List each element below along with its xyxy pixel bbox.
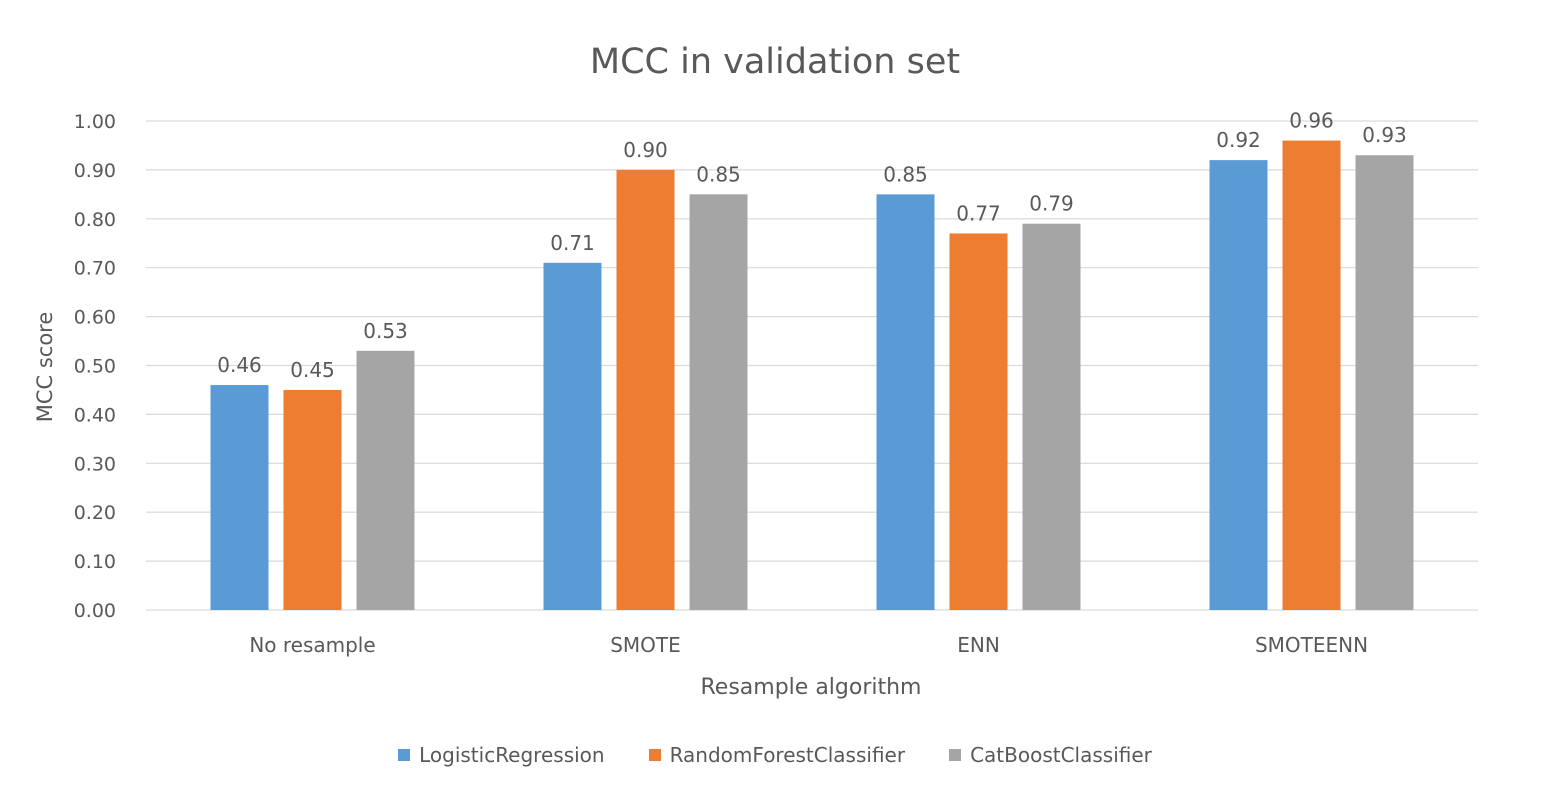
legend-item: RandomForestClassifier [648, 743, 906, 767]
legend-swatch [648, 749, 661, 761]
bar [949, 233, 1008, 610]
bar [1282, 140, 1341, 610]
y-tick-label: 0.70 [74, 258, 116, 280]
y-tick-label: 0.40 [74, 404, 116, 426]
chart-title: MCC in validation set [589, 42, 961, 82]
data-label: 0.45 [290, 358, 335, 382]
data-label: 0.96 [1289, 109, 1334, 133]
bar [210, 385, 269, 610]
bar [876, 194, 935, 610]
x-tick-label: No resample [249, 633, 375, 657]
y-tick-label: 0.30 [74, 453, 116, 475]
data-label: 0.93 [1362, 123, 1407, 147]
data-label: 0.53 [363, 319, 408, 343]
legend-label: CatBoostClassifier [970, 743, 1152, 767]
x-tick-label: ENN [957, 633, 1000, 657]
data-label: 0.46 [217, 353, 262, 377]
bar [1209, 160, 1268, 610]
bar [356, 350, 415, 610]
bar [543, 262, 602, 610]
bar [1022, 223, 1081, 610]
y-tick-label: 0.50 [74, 356, 116, 378]
y-tick-label: 0.10 [74, 551, 116, 573]
y-tick-label: 0.80 [74, 209, 116, 231]
legend: LogisticRegression RandomForestClassifier… [0, 743, 1550, 767]
y-tick-label: 0.90 [74, 160, 116, 182]
x-tick-label: SMOTE [610, 633, 681, 657]
y-tick-label: 0.20 [74, 502, 116, 524]
y-tick-label: 1.00 [74, 111, 116, 133]
data-label: 0.85 [883, 162, 928, 186]
x-tick-label: SMOTEENN [1255, 633, 1368, 657]
bar [283, 389, 342, 610]
bar [689, 194, 748, 610]
legend-swatch [949, 749, 962, 761]
data-label: 0.77 [956, 201, 1001, 225]
data-label: 0.71 [550, 231, 595, 255]
data-label: 0.92 [1216, 128, 1261, 152]
legend-label: RandomForestClassifier [669, 743, 906, 767]
bar [1355, 155, 1414, 611]
x-axis-title: Resample algorithm [700, 675, 922, 700]
legend-item: LogisticRegression [398, 743, 605, 767]
bar [616, 169, 675, 610]
y-tick-label: 0.60 [74, 307, 116, 329]
data-label: 0.79 [1029, 192, 1074, 216]
legend-swatch [398, 749, 411, 761]
legend-label: LogisticRegression [419, 743, 605, 767]
data-label: 0.90 [623, 138, 668, 162]
y-tick-label: 0.00 [74, 600, 116, 622]
legend-item: CatBoostClassifier [949, 743, 1152, 767]
data-label: 0.85 [696, 162, 741, 186]
